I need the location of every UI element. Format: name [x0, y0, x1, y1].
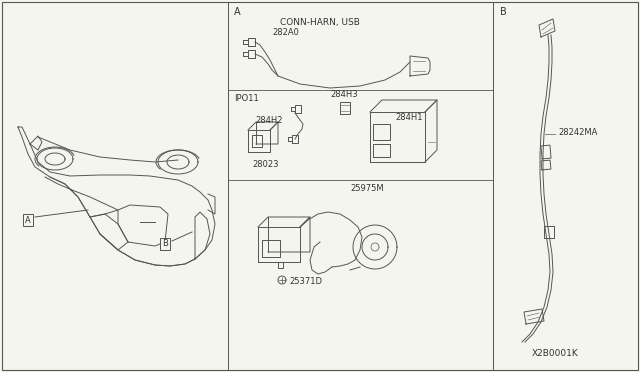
Text: 284H2: 284H2 [255, 115, 282, 125]
Text: B: B [500, 7, 507, 17]
Text: 28023: 28023 [252, 160, 278, 169]
Text: A: A [234, 7, 241, 17]
Text: 284H1: 284H1 [395, 112, 422, 122]
Text: 25371D: 25371D [289, 278, 322, 286]
Text: 284H3: 284H3 [330, 90, 358, 99]
Text: CONN-HARN, USB: CONN-HARN, USB [280, 17, 360, 26]
Text: A: A [25, 215, 31, 224]
Text: B: B [162, 240, 168, 248]
Text: 282A0: 282A0 [272, 28, 299, 36]
Text: IPO11: IPO11 [234, 93, 259, 103]
Text: 28242MA: 28242MA [558, 128, 597, 137]
Text: 25975M: 25975M [350, 183, 383, 192]
Text: X2B0001K: X2B0001K [532, 350, 579, 359]
